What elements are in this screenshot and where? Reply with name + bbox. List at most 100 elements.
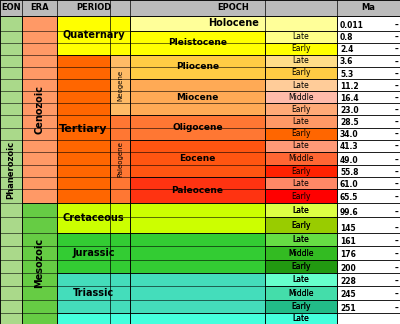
- Text: –: –: [395, 106, 399, 115]
- Bar: [265, 177, 337, 190]
- Text: –: –: [395, 156, 399, 165]
- Text: 251: 251: [340, 304, 356, 313]
- Text: 2.4: 2.4: [340, 45, 353, 54]
- Text: –: –: [395, 33, 399, 42]
- Text: 28.5: 28.5: [340, 118, 359, 127]
- Bar: [57, 273, 130, 313]
- Text: Late: Late: [293, 32, 309, 41]
- Bar: [265, 91, 337, 103]
- Text: 99.6: 99.6: [340, 208, 359, 217]
- Bar: [265, 217, 337, 233]
- Text: Pliocene: Pliocene: [176, 63, 219, 71]
- Text: –: –: [395, 180, 399, 189]
- Text: Late: Late: [293, 275, 309, 284]
- Text: Tertiary: Tertiary: [59, 124, 108, 134]
- Text: –: –: [395, 130, 399, 139]
- Bar: [265, 313, 337, 324]
- Text: Phanerozoic: Phanerozoic: [6, 141, 16, 199]
- Bar: [265, 203, 337, 217]
- Bar: [57, 16, 130, 55]
- Text: 11.2: 11.2: [340, 82, 359, 91]
- Bar: [130, 233, 337, 273]
- Bar: [130, 273, 337, 313]
- Bar: [57, 55, 110, 203]
- Text: Early: Early: [291, 302, 311, 311]
- Text: 5.3: 5.3: [340, 70, 353, 78]
- Bar: [130, 177, 265, 203]
- Text: Late: Late: [293, 235, 309, 244]
- Text: –: –: [395, 118, 399, 127]
- Text: Jurassic: Jurassic: [72, 248, 115, 258]
- Bar: [265, 217, 337, 233]
- Bar: [57, 233, 130, 273]
- Text: –: –: [395, 45, 399, 54]
- Text: Early: Early: [291, 221, 311, 230]
- Bar: [265, 203, 337, 217]
- Text: ERA: ERA: [30, 4, 49, 13]
- Text: Ma: Ma: [362, 4, 376, 13]
- Text: Late: Late: [293, 205, 309, 214]
- Text: Eocene: Eocene: [179, 154, 216, 163]
- Text: 49.0: 49.0: [340, 156, 359, 165]
- Bar: [265, 128, 337, 140]
- Text: 145: 145: [340, 224, 356, 233]
- Text: Mesozoic: Mesozoic: [34, 238, 44, 288]
- Text: Late: Late: [293, 275, 309, 284]
- Text: Paleocene: Paleocene: [172, 186, 224, 194]
- Text: Early: Early: [291, 262, 311, 271]
- Bar: [265, 115, 337, 128]
- Text: 245: 245: [340, 290, 356, 299]
- Bar: [110, 115, 130, 203]
- Text: EON: EON: [1, 4, 21, 13]
- Text: Triassic: Triassic: [73, 288, 114, 298]
- Bar: [130, 79, 265, 115]
- Text: Early: Early: [291, 129, 311, 138]
- Text: –: –: [395, 263, 399, 272]
- Text: Miocene: Miocene: [176, 93, 219, 102]
- Text: 228: 228: [340, 277, 356, 286]
- Text: 16.4: 16.4: [340, 94, 359, 103]
- Text: Middle: Middle: [288, 289, 314, 297]
- Text: –: –: [395, 193, 399, 202]
- Text: –: –: [395, 237, 399, 246]
- Bar: [0, 0, 400, 16]
- Text: 55.8: 55.8: [340, 168, 358, 177]
- Text: 34.0: 34.0: [340, 130, 359, 139]
- Text: Late: Late: [293, 314, 309, 323]
- Text: Early: Early: [291, 262, 311, 271]
- Text: –: –: [395, 21, 399, 30]
- Text: –: –: [395, 82, 399, 91]
- Text: Cretaceous: Cretaceous: [63, 213, 124, 223]
- Text: –: –: [395, 277, 399, 286]
- Text: Late: Late: [293, 56, 309, 65]
- Text: 200: 200: [340, 263, 356, 272]
- Text: –: –: [395, 70, 399, 78]
- Bar: [265, 246, 337, 260]
- Bar: [265, 43, 337, 55]
- Text: Cenozoic: Cenozoic: [34, 85, 44, 134]
- Text: 0.8: 0.8: [340, 33, 354, 42]
- Text: Oligocene: Oligocene: [172, 123, 223, 132]
- Text: Neogene: Neogene: [117, 70, 123, 101]
- Text: Paleogene: Paleogene: [117, 141, 123, 177]
- Text: Late: Late: [293, 141, 309, 150]
- Text: Holocene: Holocene: [208, 18, 259, 28]
- Text: 3.6: 3.6: [340, 57, 353, 66]
- Bar: [265, 233, 337, 246]
- Bar: [265, 79, 337, 91]
- Bar: [265, 300, 337, 313]
- Text: Early: Early: [291, 221, 311, 230]
- Bar: [265, 190, 337, 203]
- Bar: [57, 203, 130, 233]
- Bar: [265, 300, 337, 313]
- Bar: [130, 115, 265, 140]
- Text: Early: Early: [291, 105, 311, 114]
- Bar: [265, 30, 337, 43]
- Text: –: –: [395, 208, 399, 217]
- Text: Middle: Middle: [288, 249, 314, 258]
- Text: –: –: [395, 57, 399, 66]
- Text: 161: 161: [340, 237, 356, 246]
- Bar: [130, 55, 265, 79]
- Text: 23.0: 23.0: [340, 106, 359, 115]
- Bar: [265, 103, 337, 115]
